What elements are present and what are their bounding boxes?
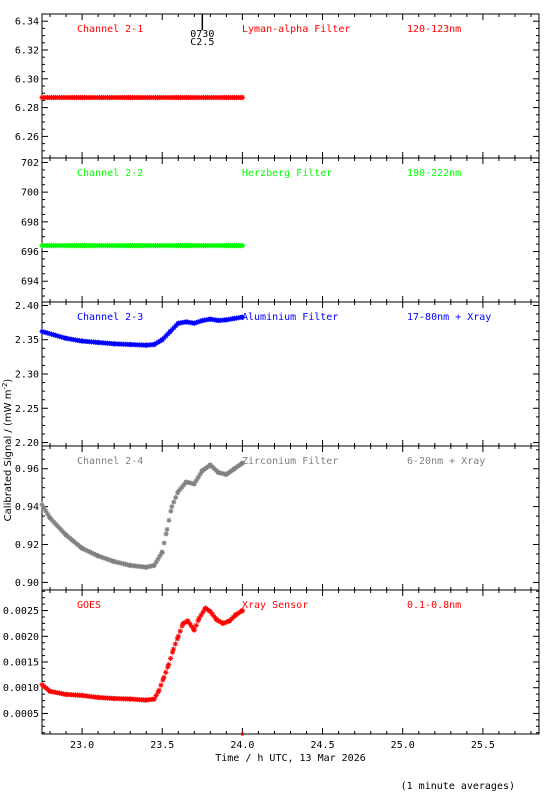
data-point xyxy=(197,471,203,477)
data-point xyxy=(239,460,246,466)
data-point xyxy=(169,504,175,510)
x-tick-label: 24.0 xyxy=(230,740,254,751)
data-point xyxy=(175,633,181,639)
y-tick-label: 0.96 xyxy=(15,464,39,475)
y-tick-label: 6.26 xyxy=(15,132,39,143)
y-tick-label: 2.30 xyxy=(15,370,39,381)
y-tick-label: 0.94 xyxy=(15,502,39,513)
panel-frame xyxy=(41,301,540,447)
data-point xyxy=(239,242,246,249)
data-point xyxy=(161,674,167,681)
x-tick-label: 23.5 xyxy=(150,740,174,751)
data-point xyxy=(193,478,199,484)
y-tick-label: 6.34 xyxy=(15,17,39,28)
y-tick-label: 0.92 xyxy=(15,540,39,551)
data-point xyxy=(163,531,169,537)
data-point xyxy=(191,481,197,487)
y-tick-label: 698 xyxy=(21,217,39,228)
panel-band-label: 190-222nm xyxy=(407,168,461,179)
panel-frame xyxy=(41,445,540,591)
y-tick-label: 0.0025 xyxy=(3,606,39,617)
panel-frame xyxy=(41,13,540,159)
data-point xyxy=(159,549,165,555)
flare-class-label: C2.5 xyxy=(190,37,214,48)
y-tick-label: 694 xyxy=(21,277,39,288)
data-point xyxy=(171,499,177,505)
data-point xyxy=(151,696,157,702)
panel-channel-label: Channel 2-4 xyxy=(77,456,143,467)
data-point xyxy=(79,545,85,551)
panel-channel-label: GOES xyxy=(77,600,101,611)
y-tick-label: 702 xyxy=(21,158,39,169)
data-point xyxy=(217,619,224,625)
x-tick-label: 23.0 xyxy=(70,740,94,751)
data-point xyxy=(177,628,183,634)
data-point xyxy=(158,682,164,688)
y-tick-label: 6.28 xyxy=(15,103,39,114)
data-point xyxy=(173,494,179,501)
y-tick-label: 700 xyxy=(21,188,39,199)
panel-channel-label: Channel 2-2 xyxy=(77,168,143,179)
y-tick-label: 6.30 xyxy=(15,74,39,85)
data-point xyxy=(45,511,51,517)
panel-band-label: 120-123nm xyxy=(407,24,461,35)
panel-channel-label: Channel 2-1 xyxy=(77,24,143,35)
data-point xyxy=(166,661,172,668)
panel-filter-label: Lyman-alpha Filter xyxy=(242,24,350,35)
data-point xyxy=(153,692,159,699)
data-point xyxy=(163,669,169,675)
y-tick-label: 0.0015 xyxy=(3,658,39,669)
panel-frame xyxy=(41,589,540,735)
y-tick-label: 696 xyxy=(21,247,39,258)
data-point xyxy=(239,314,246,320)
x-tick-label: 25.0 xyxy=(391,740,415,751)
data-point xyxy=(169,649,176,655)
y-tick-label: 2.20 xyxy=(15,438,39,449)
data-point xyxy=(239,607,246,614)
data-point xyxy=(170,646,177,652)
current-time-marker xyxy=(240,732,244,736)
data-point xyxy=(191,627,197,633)
panel-band-label: 0.1-0.8nm xyxy=(407,600,461,611)
data-point xyxy=(54,333,60,339)
data-point xyxy=(239,94,246,101)
data-point xyxy=(193,622,199,628)
panel-filter-label: Xray Sensor xyxy=(242,600,308,611)
panel-channel-label: Channel 2-3 xyxy=(77,312,143,323)
y-tick-label: 2.25 xyxy=(15,404,39,415)
y-axis-label: Calibrated Signal / (mW m-2) xyxy=(1,379,14,522)
data-point xyxy=(168,508,174,514)
data-point xyxy=(167,655,174,661)
panel-band-label: 17-80nm + Xray xyxy=(407,312,491,323)
data-point xyxy=(187,621,193,627)
panel-band-label: 6-20nm + Xray xyxy=(407,456,485,467)
x-axis-label: Time / h UTC, 13 Mar 2026 xyxy=(215,753,366,764)
data-point xyxy=(161,540,167,546)
panel-filter-label: Aluminium Filter xyxy=(242,312,338,323)
y-tick-label: 0.0010 xyxy=(3,683,39,694)
x-tick-label: 25.5 xyxy=(471,740,495,751)
y-tick-label: 2.35 xyxy=(15,335,39,346)
y-tick-label: 0.0020 xyxy=(3,632,39,643)
y-tick-label: 6.32 xyxy=(15,46,39,57)
data-point xyxy=(189,623,195,630)
data-point xyxy=(166,517,172,523)
data-point xyxy=(185,618,191,624)
data-point xyxy=(172,641,178,647)
x-tick-label: 24.5 xyxy=(311,740,335,751)
panel-frame xyxy=(41,157,540,303)
data-point xyxy=(156,687,162,693)
panel-filter-label: Zirconium Filter xyxy=(242,456,338,467)
panel-filter-label: Herzberg Filter xyxy=(242,168,332,179)
data-point xyxy=(196,615,202,621)
footnote: (1 minute averages) xyxy=(400,781,515,792)
y-tick-label: 0.0005 xyxy=(3,709,39,720)
data-point xyxy=(164,526,170,532)
y-tick-label: 0.90 xyxy=(15,578,39,589)
y-tick-label: 2.40 xyxy=(15,301,39,312)
flare-time-label: 0730 xyxy=(190,29,214,40)
